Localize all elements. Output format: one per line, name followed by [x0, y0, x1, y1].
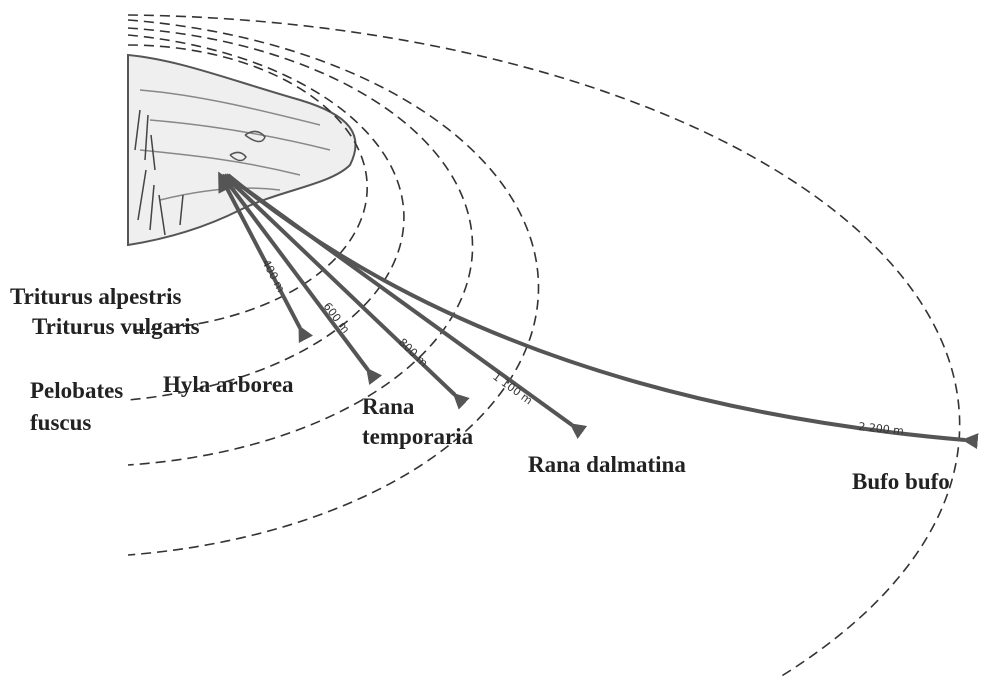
pond: [127, 53, 357, 247]
species-label: fuscus: [30, 410, 91, 435]
species-label: Hyla arborea: [163, 372, 294, 397]
species-labels: Triturus alpestris Triturus vulgaris Pel…: [10, 284, 950, 494]
species-label: Rana: [362, 394, 415, 419]
species-label: Triturus vulgaris: [32, 314, 200, 339]
distance-labels: 400 m 600 m 800 m 1 100 m 2 200 m: [259, 257, 904, 437]
distance-label: 400 m: [259, 257, 287, 294]
distance-label: 2 200 m: [858, 420, 905, 438]
range-circles: [127, 14, 961, 677]
arrows: [218, 171, 979, 450]
species-label: temporaria: [362, 424, 474, 449]
species-label: Rana dalmatina: [528, 452, 686, 477]
species-label: Pelobates: [30, 378, 123, 403]
species-label: Bufo bufo: [852, 469, 950, 494]
species-label: Triturus alpestris: [10, 284, 181, 309]
